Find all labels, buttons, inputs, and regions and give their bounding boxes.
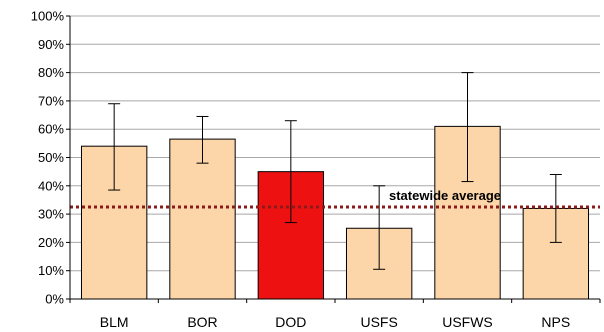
category-label-bor: BOR [187,314,217,330]
y-tick-label: 100% [31,9,65,24]
error-bars [108,72,562,270]
reference-line-group: statewide average [70,188,600,209]
category-label-usfs: USFS [360,314,397,330]
y-tick-label: 90% [38,37,64,52]
x-axis-category-labels: BLM BOR DOD USFS USFWS NPS [100,314,570,330]
category-label-blm: BLM [100,314,129,330]
y-axis-tick-labels: 0% 10% 20% 30% 40% 50% 60% 70% 80% 90% 100% [31,9,65,307]
error-bar-usfws [461,72,474,183]
y-tick-label: 20% [38,235,64,250]
y-tick-label: 10% [38,263,64,278]
y-tick-label: 80% [38,65,64,80]
y-tick-label: 60% [38,122,64,137]
y-tick-label: 40% [38,178,64,193]
statewide-average-label: statewide average [389,188,501,203]
error-bar-bor [196,115,209,164]
category-label-dod: DOD [275,314,306,330]
bars [80,125,590,300]
error-bar-dod [284,120,297,224]
y-tick-label: 0% [45,292,64,307]
y-tick-label: 30% [38,207,64,222]
category-label-nps: NPS [541,314,570,330]
axes [69,16,601,303]
y-tick-label: 70% [38,93,64,108]
y-tick-label: 50% [38,150,64,165]
error-bar-nps [549,173,562,243]
category-label-usfws: USFWS [442,314,493,330]
gridlines [66,15,600,300]
error-bar-usfs [373,185,386,270]
error-bar-blm [108,103,121,191]
